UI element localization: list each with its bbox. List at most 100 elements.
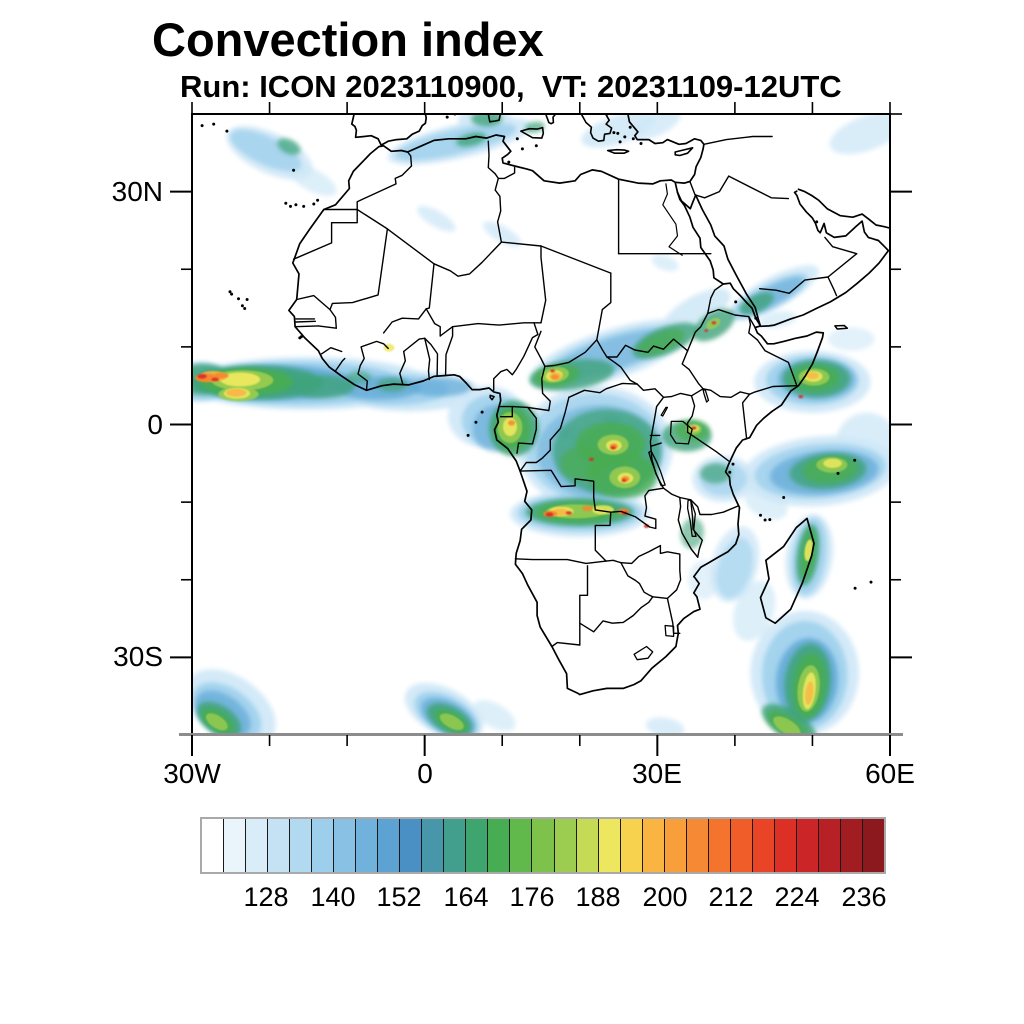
country-border: [686, 312, 709, 352]
island-dot: [200, 124, 204, 128]
country-border: [677, 496, 699, 558]
x-axis-label-0: 0: [417, 758, 433, 789]
country-border: [497, 166, 516, 180]
island-dot: [734, 300, 738, 304]
island-dot: [302, 204, 306, 208]
colorbar-cell-220: [774, 819, 797, 872]
colorbar-cell-136: [312, 819, 335, 872]
colorbar-cell-188: [598, 819, 621, 872]
island-dot: [618, 140, 622, 144]
lake-outline: [648, 450, 666, 487]
colorbar-cell-192: [620, 819, 643, 872]
country-border: [568, 382, 638, 398]
country-border: [662, 388, 704, 398]
island-dot: [445, 115, 449, 119]
plot-title: Convection index: [152, 13, 544, 66]
country-border: [579, 596, 654, 633]
lake-outline: [633, 645, 654, 661]
island-dot: [763, 518, 767, 522]
bioko-coastline: [489, 394, 495, 401]
country-border: [295, 320, 316, 323]
y-axis-label-0: 0: [147, 409, 163, 440]
island-dot: [731, 462, 735, 466]
socotra-coastline: [834, 324, 849, 330]
island-dot: [225, 129, 229, 133]
island-dot: [212, 122, 216, 126]
country-border: [424, 337, 439, 378]
country-border: [425, 308, 441, 337]
island-dot: [631, 137, 635, 141]
country-border: [500, 241, 612, 274]
y-axis-label-30s: 30S: [113, 641, 163, 672]
madagascar-coastline: [759, 517, 815, 625]
country-border: [707, 283, 724, 315]
island-dot: [230, 292, 234, 296]
island-dot: [243, 307, 247, 310]
colorbar-label-176: 176: [509, 882, 555, 912]
country-border: [748, 315, 759, 341]
colorbar-cell-168: [488, 819, 511, 872]
x-axis-label-30w: 30W: [163, 758, 221, 789]
island-dot: [639, 142, 643, 145]
nile-river: [662, 183, 683, 256]
lake-outline: [660, 406, 669, 417]
country-border: [596, 272, 612, 358]
country-border: [356, 208, 503, 277]
colorbar-cell-156: [422, 819, 445, 872]
colorbar-cell-216: [752, 819, 775, 872]
country-border: [334, 357, 346, 372]
colorbar-cell-120: [224, 819, 247, 872]
colorbar-label-224: 224: [774, 882, 820, 912]
country-border: [606, 338, 689, 358]
country-border: [439, 326, 454, 337]
country-border: [425, 263, 435, 310]
island-dot: [728, 470, 732, 474]
country-border: [399, 350, 406, 386]
map-group: [170, 102, 912, 756]
country-border: [594, 511, 612, 562]
island-dot: [869, 580, 873, 584]
country-border: [357, 364, 368, 391]
island-dot: [292, 168, 296, 172]
colorbar-cell-204: [686, 819, 709, 872]
island-dot: [507, 160, 511, 164]
colorbar-label-128: 128: [243, 882, 289, 912]
island-dot: [294, 203, 298, 207]
island-dot: [768, 518, 772, 522]
country-border: [356, 151, 413, 211]
island-dot: [316, 198, 320, 202]
country-border: [516, 406, 537, 454]
country-border: [534, 330, 546, 367]
country-border: [662, 487, 692, 501]
island-dot: [612, 131, 616, 135]
island-dot: [466, 433, 470, 437]
country-border: [824, 236, 858, 255]
colorbar-cell-180: [554, 819, 577, 872]
island-dot: [782, 496, 786, 499]
colorbar-label-236: 236: [841, 882, 887, 912]
country-border: [686, 431, 730, 462]
country-border: [382, 308, 427, 334]
arabia-coastline: [694, 190, 890, 328]
country-border: [666, 597, 681, 634]
country-border: [296, 228, 389, 311]
colorbar-cell-172: [510, 819, 533, 872]
country-border: [695, 175, 730, 199]
y-axis-label-30n: 30N: [111, 176, 163, 207]
colorbar-cell-164: [466, 819, 489, 872]
colorbar-cell-232: [840, 819, 863, 872]
country-border: [703, 135, 773, 145]
colorbar-label-164: 164: [443, 882, 489, 912]
colorbar-cell-152: [400, 819, 423, 872]
country-border: [487, 140, 503, 243]
colorbar-cell-224: [796, 819, 819, 872]
country-border: [493, 322, 539, 391]
island-dot: [312, 202, 316, 206]
country-border: [741, 393, 751, 439]
country-border: [403, 337, 426, 353]
colorbar-label-152: 152: [376, 882, 422, 912]
country-border: [650, 442, 662, 447]
lake-outline: [702, 388, 710, 403]
country-border: [606, 356, 638, 385]
